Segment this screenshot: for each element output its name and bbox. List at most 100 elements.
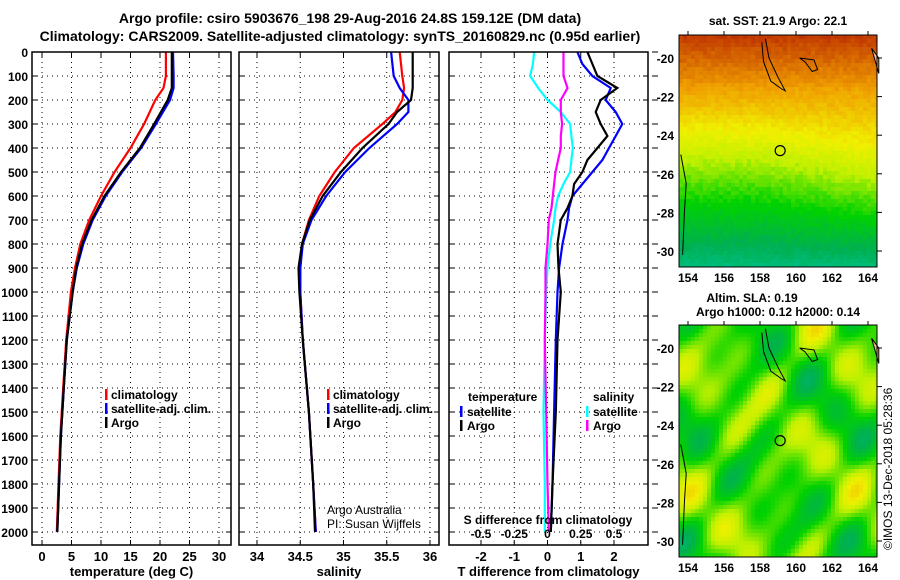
map-cell xyxy=(851,147,855,151)
map-cell xyxy=(855,99,859,103)
map-cell xyxy=(739,441,743,445)
map-cell xyxy=(847,103,851,107)
map-cell xyxy=(847,211,851,215)
map-cell xyxy=(759,417,763,421)
map-cell xyxy=(807,251,811,255)
map-cell xyxy=(699,79,703,83)
map-cell xyxy=(695,365,699,369)
map-cell xyxy=(847,67,851,71)
map-cell xyxy=(771,349,775,353)
map-cell xyxy=(855,63,859,67)
map-cell xyxy=(747,329,751,333)
map-cell xyxy=(835,179,839,183)
map-cell xyxy=(863,163,867,167)
map-cell xyxy=(707,405,711,409)
map-cell xyxy=(723,63,727,67)
map-cell xyxy=(755,441,759,445)
map-cell xyxy=(727,207,731,211)
map-cell xyxy=(827,195,831,199)
map-cell xyxy=(807,35,811,39)
map-cell xyxy=(787,345,791,349)
map-cell xyxy=(759,259,763,263)
map-cell xyxy=(751,147,755,151)
map-cell xyxy=(799,155,803,159)
map-cell xyxy=(743,417,747,421)
map-cell xyxy=(867,203,871,207)
map-cell xyxy=(771,71,775,75)
map-cell xyxy=(783,123,787,127)
map-cell xyxy=(779,341,783,345)
map-cell xyxy=(783,155,787,159)
map-cell xyxy=(695,263,699,267)
map-cell xyxy=(731,357,735,361)
map-cell xyxy=(827,107,831,111)
map-cell xyxy=(855,199,859,203)
map-cell xyxy=(735,377,739,381)
map-cell xyxy=(719,63,723,67)
map-cell xyxy=(683,441,687,445)
map-cell xyxy=(783,365,787,369)
map-cell xyxy=(691,465,695,469)
map-cell xyxy=(715,131,719,135)
map-cell xyxy=(691,421,695,425)
map-cell xyxy=(771,473,775,477)
map-cell xyxy=(683,393,687,397)
map-cell xyxy=(743,545,747,549)
map-cell xyxy=(791,63,795,67)
map-cell xyxy=(779,497,783,501)
map-cell xyxy=(815,87,819,91)
map-cell xyxy=(739,473,743,477)
map-cell xyxy=(827,139,831,143)
map-cell xyxy=(875,183,877,187)
map-cell xyxy=(679,199,683,203)
map-cell xyxy=(875,119,877,123)
map-cell xyxy=(787,385,791,389)
map-cell xyxy=(731,255,735,259)
map-cell xyxy=(759,525,763,529)
map-cell xyxy=(775,55,779,59)
map-cell xyxy=(751,433,755,437)
map-cell xyxy=(723,235,727,239)
map-cell xyxy=(767,251,771,255)
map-cell xyxy=(767,239,771,243)
map-cell xyxy=(719,231,723,235)
map-cell xyxy=(787,179,791,183)
map-cell xyxy=(839,139,843,143)
map-cell xyxy=(763,211,767,215)
map-cell xyxy=(791,99,795,103)
map-cell xyxy=(835,147,839,151)
map-cell xyxy=(807,235,811,239)
map-cell xyxy=(719,215,723,219)
map-cell xyxy=(763,477,767,481)
map-cell xyxy=(807,55,811,59)
map-cell xyxy=(867,75,871,79)
map-cell xyxy=(783,393,787,397)
map-cell xyxy=(827,123,831,127)
map-cell xyxy=(851,195,855,199)
map-cell xyxy=(727,123,731,127)
map-cell xyxy=(707,63,711,67)
map-cell xyxy=(683,111,687,115)
map-cell xyxy=(735,103,739,107)
map-cell xyxy=(835,67,839,71)
map-cell xyxy=(819,147,823,151)
x-tick-label: 25 xyxy=(182,549,196,564)
map-cell xyxy=(843,123,847,127)
map-cell xyxy=(715,333,719,337)
map-cell xyxy=(847,123,851,127)
map-cell xyxy=(735,477,739,481)
map-cell xyxy=(799,187,803,191)
map-cell xyxy=(683,135,687,139)
map-cell xyxy=(691,163,695,167)
map-cell xyxy=(843,127,847,131)
map-cell xyxy=(811,91,815,95)
map-cell xyxy=(711,247,715,251)
map-cell xyxy=(683,75,687,79)
map-cell xyxy=(835,135,839,139)
map-cell xyxy=(875,215,877,219)
map-cell xyxy=(679,139,683,143)
map-cell xyxy=(715,51,719,55)
x-tick-label: 1 xyxy=(577,549,584,564)
map-cell xyxy=(711,353,715,357)
map-cell xyxy=(747,425,751,429)
